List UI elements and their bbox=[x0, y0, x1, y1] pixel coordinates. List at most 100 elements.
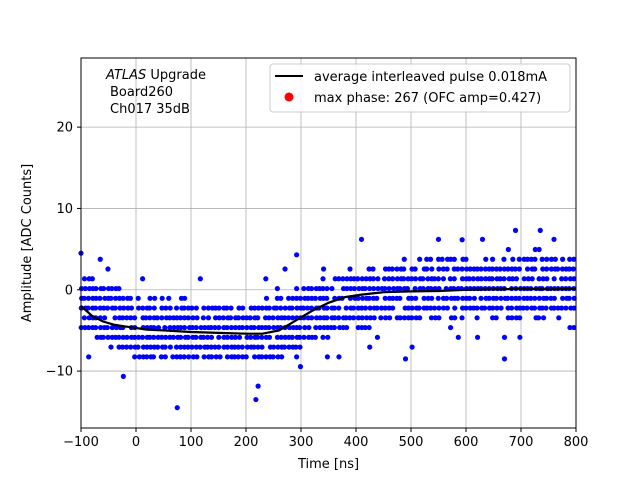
sample-point bbox=[489, 256, 496, 262]
sample-point bbox=[559, 266, 566, 272]
sample-point bbox=[239, 324, 246, 331]
sample-point bbox=[321, 324, 327, 331]
annotation-line-2: Board260 bbox=[110, 85, 173, 100]
sample-point bbox=[471, 295, 477, 301]
sample-point bbox=[194, 315, 200, 321]
x-tick-label: 400 bbox=[344, 435, 369, 450]
sample-point bbox=[378, 315, 384, 321]
sample-point bbox=[173, 344, 180, 350]
sample-point bbox=[255, 315, 261, 321]
sample-point bbox=[313, 324, 319, 331]
sample-point bbox=[166, 295, 172, 301]
sample-point bbox=[190, 315, 196, 321]
sample-point bbox=[120, 315, 126, 321]
sample-point bbox=[94, 334, 100, 340]
sample-outlier bbox=[501, 356, 508, 362]
sample-point bbox=[482, 276, 489, 282]
sample-point bbox=[366, 266, 372, 272]
sample-point bbox=[551, 295, 557, 301]
sample-point bbox=[116, 295, 123, 301]
sample-point bbox=[255, 383, 261, 389]
sample-point bbox=[440, 266, 446, 272]
sample-outlier bbox=[551, 236, 557, 242]
sample-outlier bbox=[253, 396, 259, 403]
sample-point bbox=[208, 344, 214, 350]
legend: average interleaved pulse 0.018mA max ph… bbox=[269, 63, 571, 113]
sample-point bbox=[555, 266, 561, 272]
sample-point bbox=[297, 334, 303, 340]
sample-point bbox=[255, 344, 261, 350]
sample-point bbox=[386, 285, 392, 292]
sample-point bbox=[167, 324, 173, 331]
sample-point bbox=[116, 285, 122, 292]
sample-point bbox=[128, 344, 134, 350]
sample-point bbox=[382, 285, 388, 292]
sample-point bbox=[273, 305, 280, 311]
sample-point bbox=[362, 285, 368, 292]
sample-point bbox=[359, 295, 366, 301]
sample-point bbox=[182, 295, 188, 301]
sample-point bbox=[235, 315, 242, 321]
sample-point bbox=[355, 315, 362, 321]
sample-point bbox=[243, 315, 250, 321]
sample-point bbox=[205, 305, 211, 311]
sample-point bbox=[463, 256, 469, 262]
sample-point bbox=[128, 315, 134, 321]
sample-point bbox=[560, 256, 566, 262]
sample-point bbox=[436, 315, 442, 321]
sample-point bbox=[163, 305, 169, 311]
legend-entry-average: average interleaved pulse 0.018mA bbox=[314, 70, 547, 85]
sample-point bbox=[363, 276, 369, 282]
sample-point bbox=[375, 285, 381, 292]
sample-point bbox=[178, 324, 184, 331]
sample-point bbox=[120, 373, 126, 379]
sample-point bbox=[120, 295, 126, 301]
sample-point bbox=[271, 324, 277, 331]
sample-point bbox=[120, 334, 126, 340]
sample-point bbox=[416, 305, 422, 311]
sample-point bbox=[198, 324, 204, 331]
sample-point bbox=[381, 276, 388, 282]
sample-point bbox=[512, 266, 518, 272]
average-pulse-line bbox=[80, 287, 577, 335]
sample-point bbox=[320, 276, 326, 282]
sample-point bbox=[517, 334, 523, 340]
sample-point bbox=[108, 344, 114, 350]
sample-point bbox=[239, 354, 246, 360]
x-tick-label: 300 bbox=[289, 435, 314, 450]
sample-point bbox=[340, 276, 346, 282]
sample-point bbox=[463, 266, 470, 272]
sample-point bbox=[294, 354, 300, 360]
sample-point bbox=[474, 266, 480, 272]
sample-point bbox=[185, 344, 191, 350]
sample-outlier bbox=[512, 227, 519, 233]
sample-point bbox=[501, 256, 507, 262]
sample-point bbox=[162, 344, 168, 350]
sample-point bbox=[101, 305, 107, 311]
x-tick-label: 0 bbox=[132, 435, 140, 450]
sample-point bbox=[82, 285, 88, 292]
sample-point bbox=[343, 305, 349, 311]
sample-point bbox=[216, 324, 222, 331]
x-tick-label: 100 bbox=[179, 435, 204, 450]
sample-point bbox=[544, 295, 550, 301]
sample-point bbox=[551, 305, 557, 311]
sample-point bbox=[82, 324, 88, 331]
sample-point bbox=[493, 315, 499, 321]
sample-point bbox=[208, 334, 215, 340]
sample-outlier bbox=[294, 252, 300, 258]
sample-point bbox=[139, 334, 146, 340]
sample-point bbox=[86, 315, 92, 321]
sample-point bbox=[171, 324, 177, 331]
sample-point bbox=[204, 334, 211, 340]
sample-point bbox=[413, 295, 419, 301]
y-tick-label: −10 bbox=[46, 365, 73, 380]
sample-point bbox=[459, 315, 465, 321]
sample-point bbox=[270, 315, 276, 321]
sample-point bbox=[363, 315, 370, 321]
sample-point bbox=[428, 315, 435, 321]
sample-point bbox=[516, 256, 522, 262]
sample-point bbox=[367, 305, 373, 311]
sample-point bbox=[444, 295, 450, 301]
sample-point bbox=[359, 315, 365, 321]
